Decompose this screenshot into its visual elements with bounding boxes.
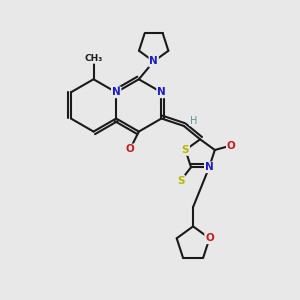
Text: N: N xyxy=(157,87,166,97)
Text: S: S xyxy=(182,145,189,155)
Text: CH₃: CH₃ xyxy=(84,54,103,63)
Text: N: N xyxy=(205,162,214,172)
Text: N: N xyxy=(112,87,121,97)
Text: O: O xyxy=(125,144,134,154)
Text: H: H xyxy=(190,116,197,126)
Text: O: O xyxy=(227,140,236,151)
Text: O: O xyxy=(205,233,214,243)
Text: S: S xyxy=(177,176,184,186)
Text: N: N xyxy=(149,56,158,66)
